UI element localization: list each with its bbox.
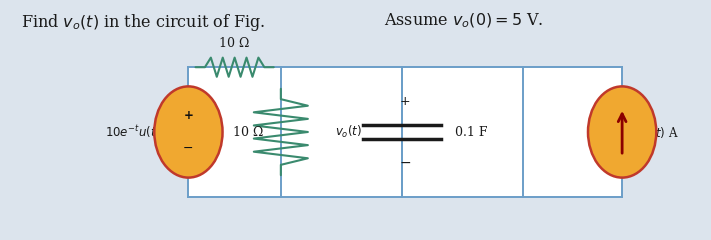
Text: Find $v_o(t)$ in the circuit of Fig.: Find $v_o(t)$ in the circuit of Fig.: [21, 12, 266, 33]
Bar: [188, 67, 622, 197]
Text: $10e^{-t}u(t)$ V: $10e^{-t}u(t)$ V: [105, 124, 174, 140]
Ellipse shape: [588, 86, 656, 178]
Text: Assume $v_o(0) = 5$ V.: Assume $v_o(0) = 5$ V.: [384, 12, 544, 30]
Text: $v_o(t)$: $v_o(t)$: [336, 124, 363, 140]
Text: 0.1 F: 0.1 F: [455, 126, 488, 138]
Text: −: −: [400, 156, 411, 170]
Text: $2\delta(t)$ A: $2\delta(t)$ A: [636, 125, 679, 139]
Ellipse shape: [154, 86, 223, 178]
Text: +: +: [400, 95, 410, 108]
Text: 10 Ω: 10 Ω: [220, 37, 250, 50]
Text: −: −: [183, 142, 193, 155]
Text: 10 Ω: 10 Ω: [232, 126, 263, 138]
Text: +: +: [183, 109, 193, 122]
